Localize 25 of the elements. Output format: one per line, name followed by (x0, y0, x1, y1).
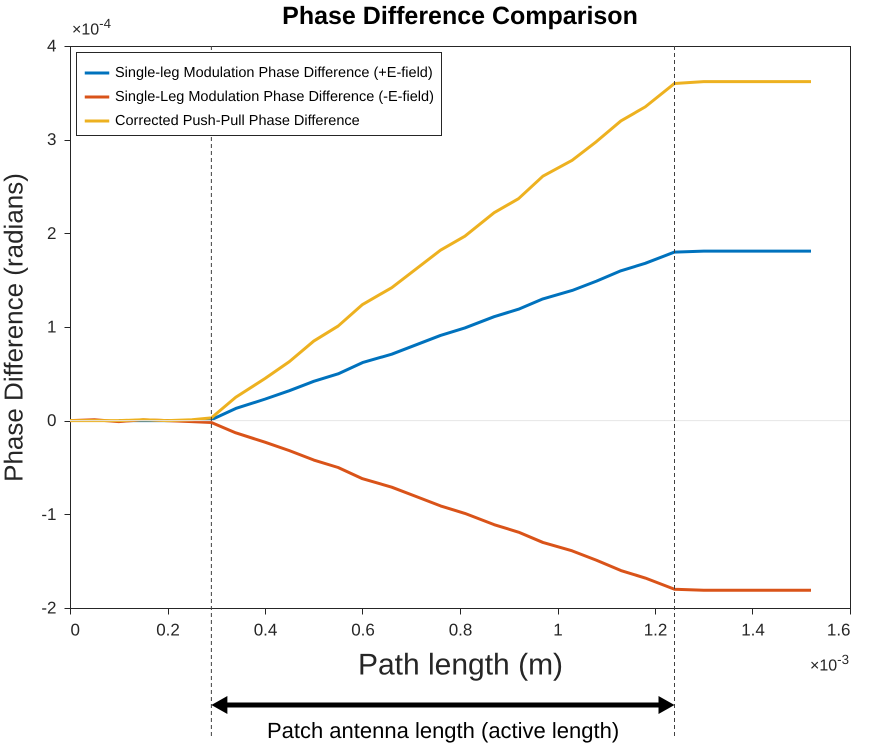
legend-label: Single-leg Modulation Phase Difference (+E-field) (115, 65, 433, 81)
x-tick-label: 0 (70, 620, 80, 640)
y-tick-label: 2 (47, 224, 56, 243)
x-tick-label: 0.8 (448, 620, 472, 640)
y-tick-label: -2 (41, 598, 56, 618)
x-tick-label: 1.4 (741, 620, 765, 640)
x-tick-label: 1.2 (644, 620, 668, 640)
text: Patch antenna length (active length) (266, 718, 620, 744)
y-tick-label: -1 (41, 504, 56, 524)
x-tick-label: 1 (553, 620, 563, 640)
y-tick-label: 4 (47, 36, 56, 56)
y-axis-title: Phase Difference (radians) (0, 173, 28, 482)
legend-label: Single-Leg Modulation Phase Difference (-E-field) (115, 89, 434, 105)
y-tick-label: 1 (47, 318, 56, 336)
x-tick-label: 0.2 (156, 620, 180, 640)
chart-title: Phase Difference Comparison (282, 2, 638, 30)
x-axis-title: Path length (m) (358, 648, 564, 682)
x-tick-label: 0.6 (351, 620, 375, 640)
legend-label: Corrected Push-Pull Phase Difference (115, 113, 360, 129)
y-tick-label: 3 (47, 130, 56, 150)
text: ×10$^{-4}$ (72, 16, 111, 40)
y-tick-label: 0 (47, 411, 56, 430)
x-tick-label: 1.6 (826, 620, 850, 640)
text: ×10$^{-3}$ (810, 652, 849, 676)
x-tick-label: 0.4 (254, 620, 278, 640)
